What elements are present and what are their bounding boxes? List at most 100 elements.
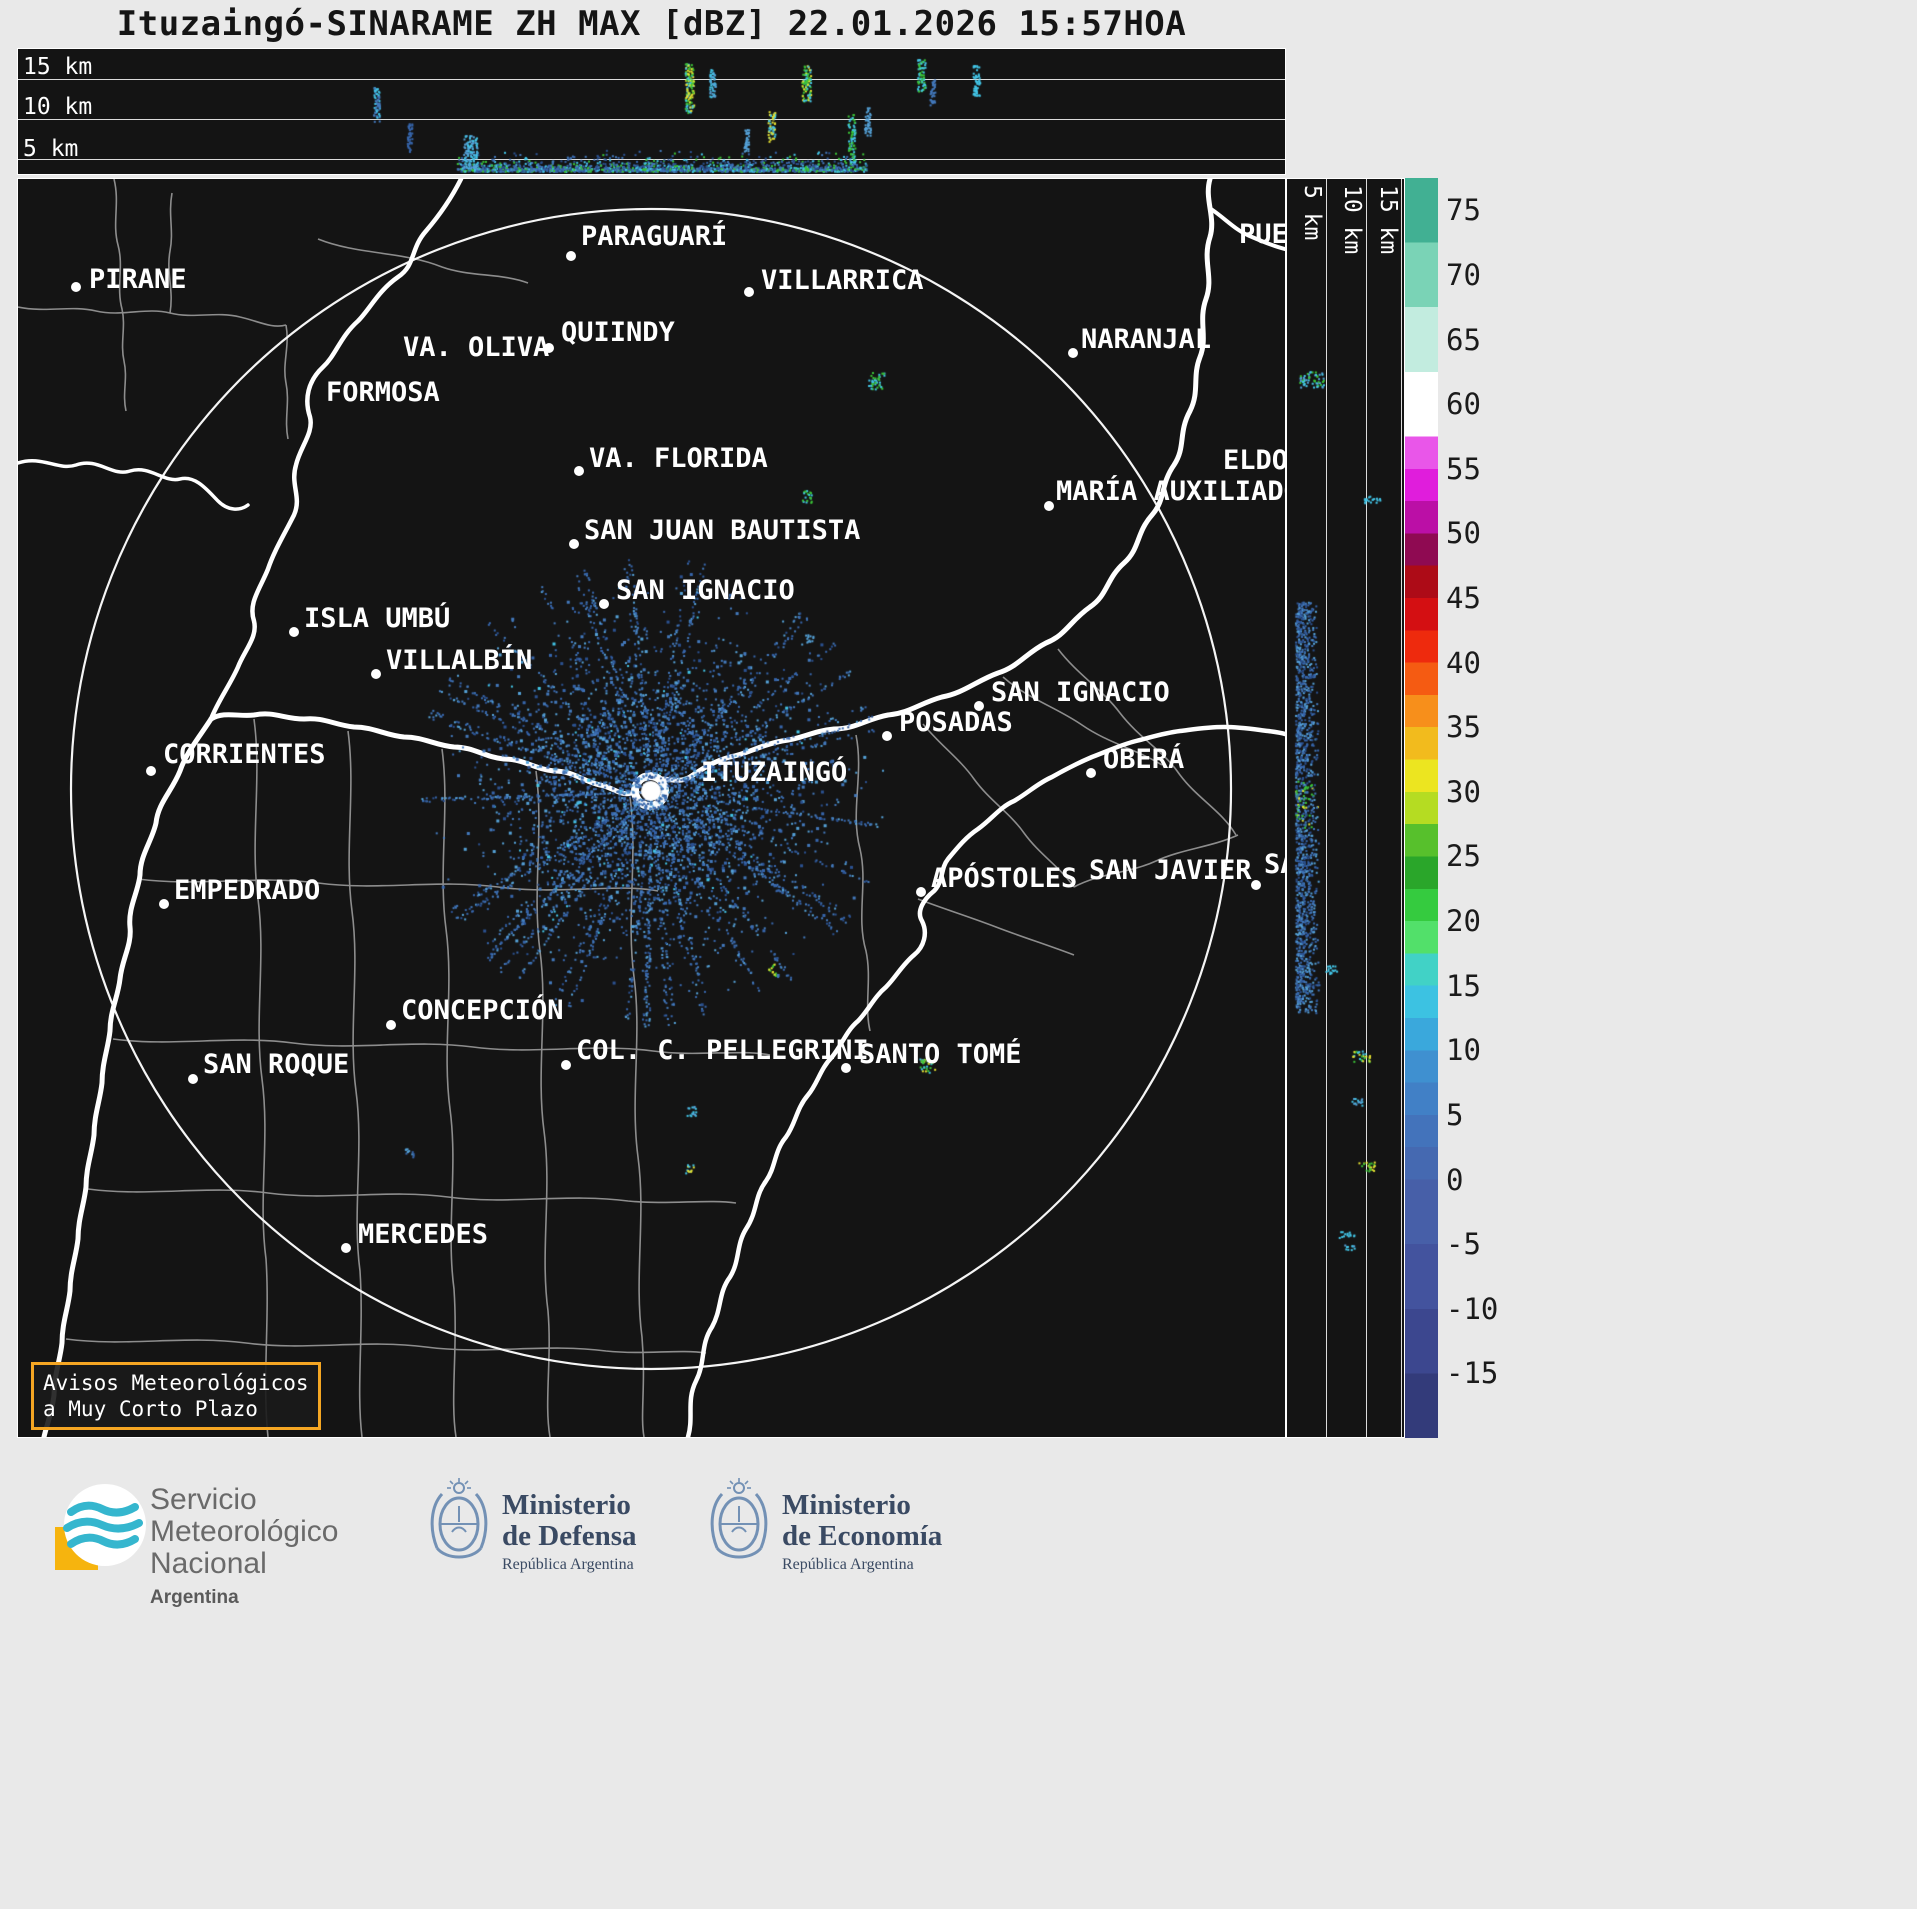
city-label: PIRANE [89, 264, 187, 295]
city-dot [569, 539, 579, 549]
footer: Servicio Meteorológico Nacional Argentin… [0, 1438, 1917, 1909]
city-label: NARANJAL [1081, 324, 1212, 355]
city-label: POSADAS [899, 707, 1013, 738]
smn-name-line: Nacional [150, 1547, 267, 1580]
economia-name: Ministerio de Economía República Argenti… [782, 1490, 942, 1574]
city-dot [146, 766, 156, 776]
city-dot [71, 282, 81, 292]
economia-coat-of-arms [710, 1478, 768, 1559]
city-dot [744, 287, 754, 297]
city-dot [544, 343, 554, 353]
altitude-label-15km: 15 km [23, 54, 93, 80]
city-label: ISLA UMBÚ [304, 603, 451, 634]
city-label: ITUZAINGÓ [701, 757, 848, 788]
warning-box: Avisos Meteorológicos a Muy Corto Plazo [31, 1362, 321, 1430]
city-label: CORRIENTES [163, 739, 326, 770]
city-label: VILLARRICA [761, 265, 924, 296]
colorbar-tick-label: 5 [1446, 1097, 1464, 1132]
city-dot [188, 1074, 198, 1084]
city-label: PARAGUARÍ [581, 221, 728, 252]
defensa-coat-of-arms [430, 1478, 488, 1559]
altitude-label-10km: 10 km [23, 94, 93, 120]
warning-line: a Muy Corto Plazo [43, 1397, 258, 1421]
city-dot [574, 466, 584, 476]
colorbar-tick-label: 20 [1446, 904, 1481, 939]
city-label: ELDOR [1223, 445, 1285, 476]
city-dot [561, 1060, 571, 1070]
colorbar-tick-label: 10 [1446, 1033, 1481, 1068]
altitude-label-5km: 5 km [23, 136, 79, 162]
city-label: SANTO TOMÉ [859, 1039, 1022, 1070]
city-label: FORMOSA [326, 377, 440, 408]
city-label: SAN JUAN BAUTISTA [584, 515, 861, 546]
city-label: COL. C. PELLEGRINI [576, 1035, 869, 1066]
colorbar-tick-label: 75 [1446, 193, 1481, 228]
city-dot [289, 627, 299, 637]
colorbar-tick-label: 25 [1446, 839, 1481, 874]
map-echo-canvas [18, 179, 1285, 1437]
colorbar-tick-label: -10 [1446, 1291, 1499, 1326]
altitude-label-15km: 15 km [1375, 185, 1401, 255]
city-dot [566, 251, 576, 261]
altitude-label-5km: 5 km [1299, 185, 1325, 241]
city-label: EMPEDRADO [174, 875, 321, 906]
city-label: VA. FLORIDA [589, 443, 768, 474]
smn-name: Servicio Meteorológico Nacional Argentin… [150, 1484, 338, 1614]
radar-map: PIRANE PARAGUARÍ VILLARRICA QUIINDY VA. OLIV… [17, 178, 1286, 1438]
city-label: CONCEPCIÓN [401, 995, 564, 1026]
city-label: VILLALBÍN [386, 645, 533, 676]
city-label: SAN IGNACIO [616, 575, 795, 606]
city-label: MERCEDES [358, 1219, 489, 1250]
colorbar-tick-label: 30 [1446, 774, 1481, 809]
cross-section-right-panel: 5 km 10 km 15 km [1286, 178, 1405, 1438]
city-label: MARÍA AUXILIADOR [1056, 476, 1285, 507]
city-label: SAN JAVIER [1089, 855, 1252, 886]
city-dot [599, 599, 609, 609]
city-dot [1251, 880, 1261, 890]
city-label: SA [1264, 849, 1285, 880]
colorbar-tick-label: 65 [1446, 322, 1481, 357]
defensa-name-line: Ministerio [502, 1489, 631, 1521]
city-dot [841, 1063, 851, 1073]
city-label: SAN IGNACIO [991, 677, 1170, 708]
city-label: VA. OLIVA [403, 332, 550, 363]
city-label: APÓSTOLES [931, 863, 1078, 894]
colorbar-tick-label: 55 [1446, 451, 1481, 486]
city-label: PUE [1239, 219, 1286, 250]
cross-section-top-panel: 15 km 10 km 5 km [17, 48, 1286, 175]
city-dot [371, 669, 381, 679]
city-dot [882, 731, 892, 741]
colorbar-tick-label: 45 [1446, 581, 1481, 615]
smn-country: Argentina [150, 1587, 239, 1608]
colorbar-tick-label: 35 [1446, 710, 1481, 745]
colorbar-tick-label: 70 [1446, 257, 1481, 292]
smn-logo [55, 1484, 146, 1570]
city-label: SAN ROQUE [203, 1049, 350, 1080]
colorbar [1405, 178, 1438, 1438]
smn-name-line: Meteorológico [150, 1515, 339, 1548]
colorbar-tick-label: -15 [1446, 1356, 1499, 1391]
colorbar-ticks: 75 70 65 60 55 50 45 40 35 30 25 20 15 10 5 0 -5 -10 -15 [1446, 178, 1536, 1438]
colorbar-tick-label: 50 [1446, 516, 1481, 551]
city-label: OBERÁ [1103, 744, 1185, 775]
defensa-name: Ministerio de Defensa República Argentin… [502, 1490, 637, 1574]
altitude-label-10km: 10 km [1339, 185, 1365, 255]
city-dot [916, 887, 926, 897]
city-dot [341, 1243, 351, 1253]
colorbar-tick-label: 15 [1446, 968, 1481, 1003]
city-dot [386, 1020, 396, 1030]
colorbar-tick-label: 60 [1446, 387, 1481, 422]
defensa-subtitle: República Argentina [502, 1556, 634, 1573]
page-title: Ituzaingó-SINARAME ZH MAX [dBZ] 22.01.20… [116, 4, 1187, 88]
city-dot [1068, 348, 1078, 358]
economia-name-line: Ministerio [782, 1489, 911, 1521]
warning-line: Avisos Meteorológicos [43, 1371, 309, 1395]
colorbar-tick-label: 40 [1446, 645, 1481, 680]
top-echo-canvas [18, 49, 1285, 174]
colorbar-tick-label: 0 [1446, 1162, 1464, 1197]
economia-name-line: de Economía [782, 1520, 943, 1552]
economia-subtitle: República Argentina [782, 1556, 914, 1573]
defensa-name-line: de Defensa [502, 1520, 637, 1552]
city-label: QUIINDY [561, 317, 675, 348]
right-echo-canvas [1287, 179, 1404, 1437]
